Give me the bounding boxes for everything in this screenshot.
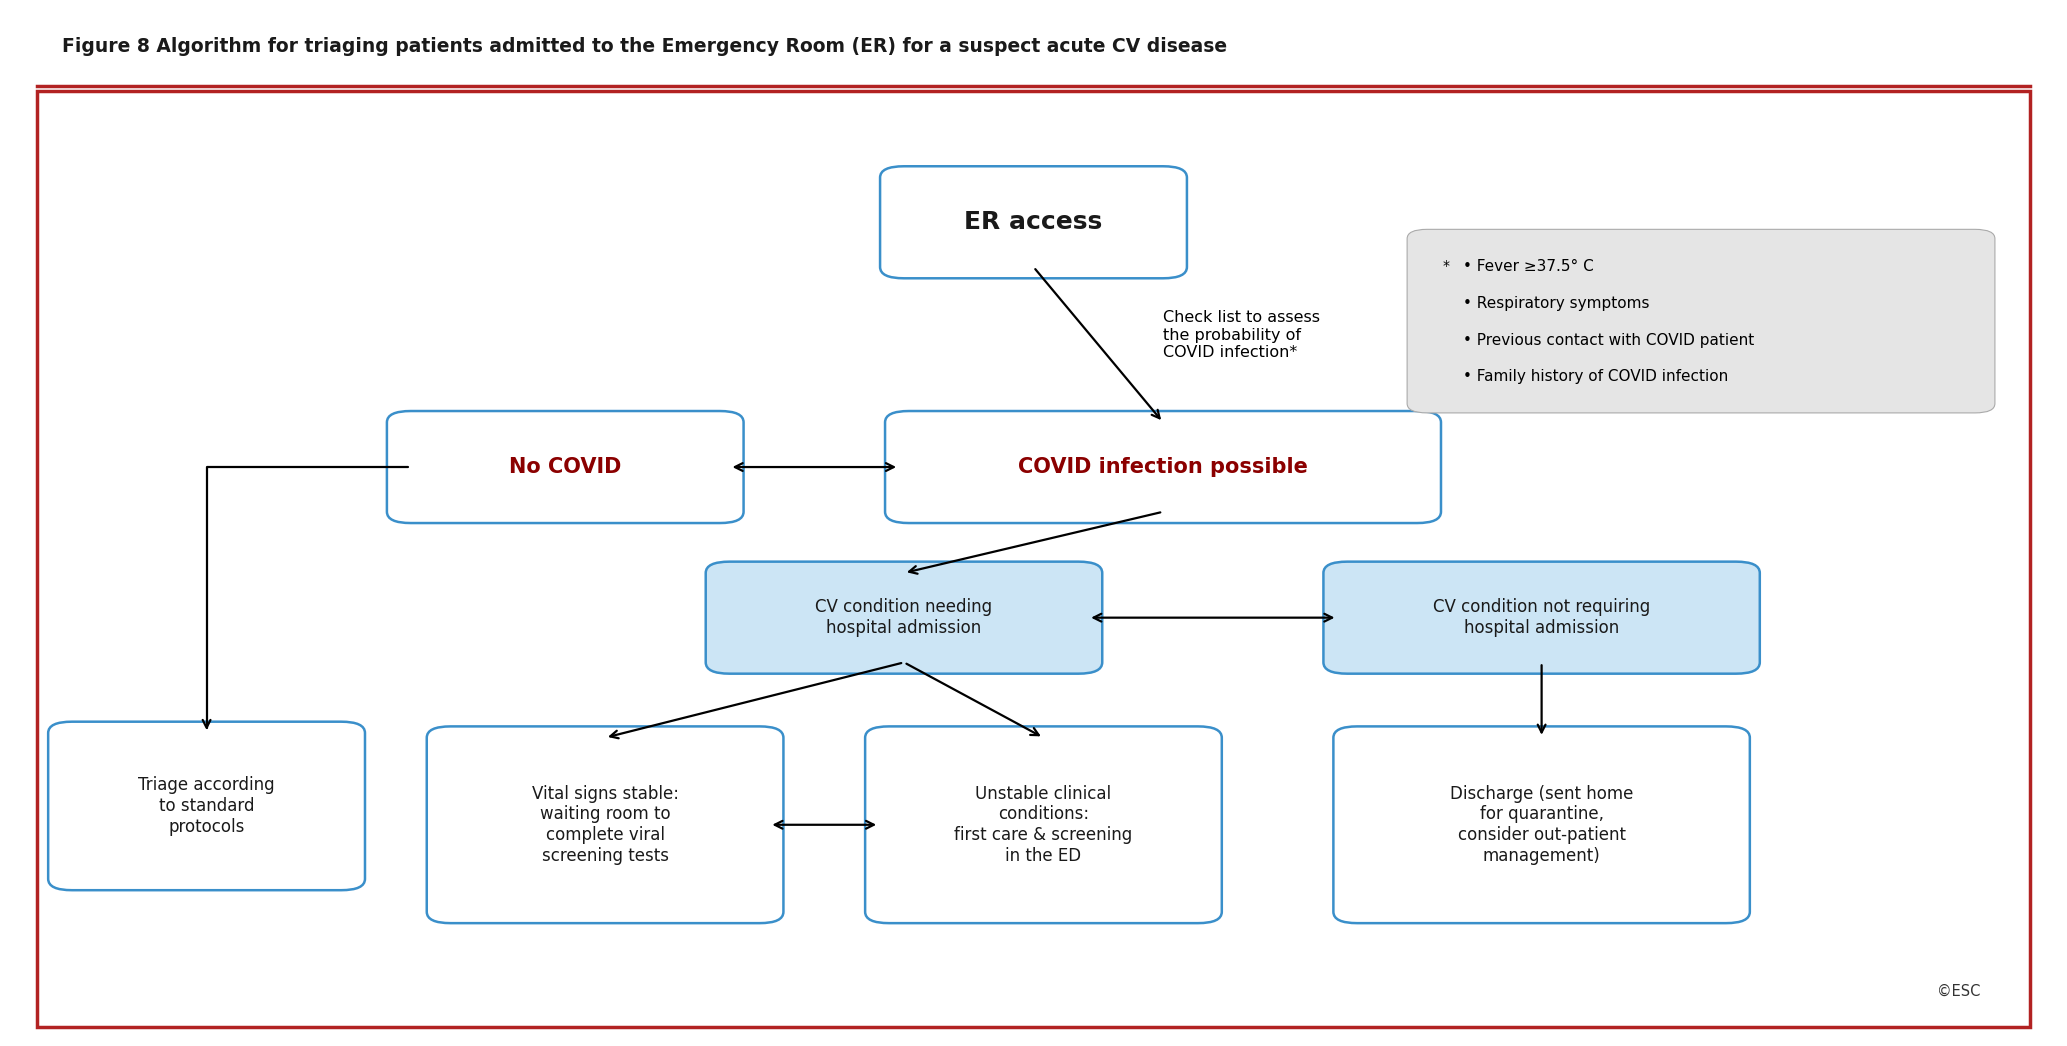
Text: No COVID: No COVID [508, 457, 622, 477]
Text: Discharge (sent home
for quarantine,
consider out-patient
management): Discharge (sent home for quarantine, con… [1449, 784, 1633, 865]
FancyBboxPatch shape [1408, 229, 1995, 413]
Text: • Fever ≥37.5° C: • Fever ≥37.5° C [1463, 259, 1594, 274]
FancyBboxPatch shape [1323, 562, 1759, 674]
Text: • Family history of COVID infection: • Family history of COVID infection [1463, 369, 1728, 384]
Text: Vital signs stable:
waiting room to
complete viral
screening tests: Vital signs stable: waiting room to comp… [531, 784, 678, 865]
FancyBboxPatch shape [387, 411, 744, 523]
FancyBboxPatch shape [48, 722, 366, 890]
Text: CV condition not requiring
hospital admission: CV condition not requiring hospital admi… [1432, 598, 1649, 637]
FancyBboxPatch shape [881, 166, 1186, 278]
Text: ER access: ER access [965, 210, 1102, 234]
Text: Figure 8 Algorithm for triaging patients admitted to the Emergency Room (ER) for: Figure 8 Algorithm for triaging patients… [62, 37, 1228, 55]
Text: CV condition needing
hospital admission: CV condition needing hospital admission [814, 598, 992, 637]
Text: ©ESC: ©ESC [1937, 984, 1980, 999]
Text: Check list to assess
the probability of
COVID infection*: Check list to assess the probability of … [1164, 311, 1321, 360]
FancyBboxPatch shape [866, 726, 1222, 924]
Text: Unstable clinical
conditions:
first care & screening
in the ED: Unstable clinical conditions: first care… [955, 784, 1133, 865]
Text: Triage according
to standard
protocols: Triage according to standard protocols [138, 776, 275, 836]
Text: • Respiratory symptoms: • Respiratory symptoms [1463, 296, 1649, 311]
FancyBboxPatch shape [426, 726, 783, 924]
FancyBboxPatch shape [885, 411, 1441, 523]
Text: *: * [1443, 259, 1449, 273]
FancyBboxPatch shape [1333, 726, 1751, 924]
Text: COVID infection possible: COVID infection possible [1019, 457, 1308, 477]
Text: • Previous contact with COVID patient: • Previous contact with COVID patient [1463, 333, 1755, 347]
FancyBboxPatch shape [705, 562, 1102, 674]
